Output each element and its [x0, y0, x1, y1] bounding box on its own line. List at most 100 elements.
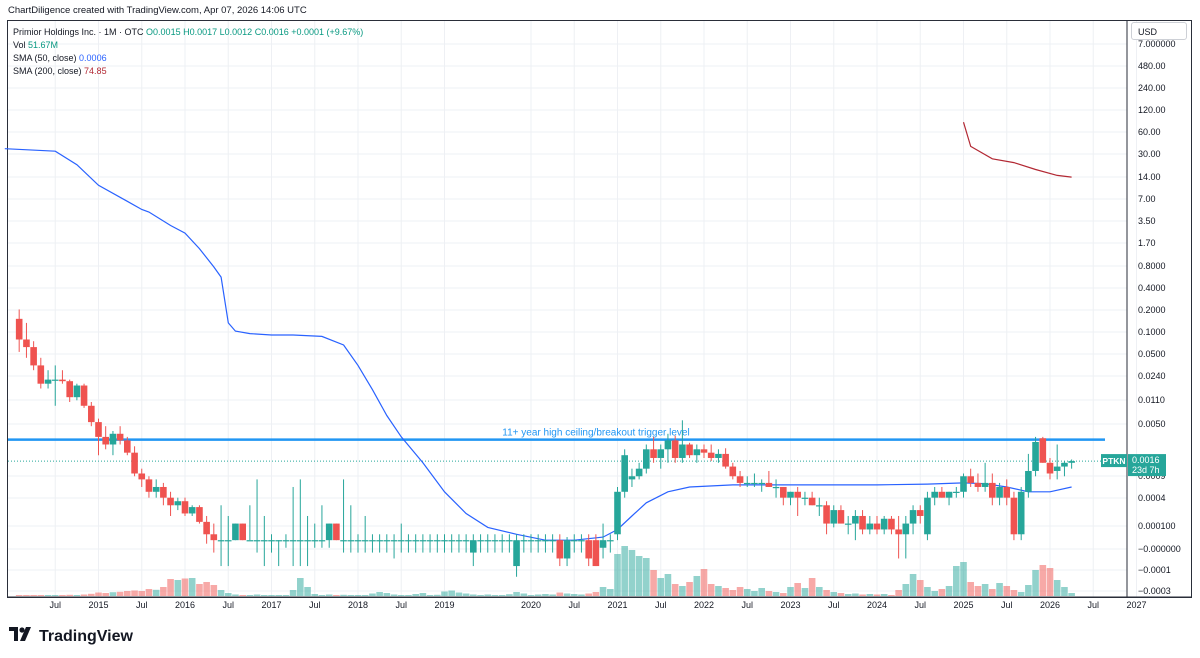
candle: [924, 491, 931, 541]
volume-bar: [751, 591, 758, 596]
volume-bar: [974, 586, 982, 596]
candle-body: [131, 452, 138, 474]
candle-body: [124, 440, 131, 453]
candle: [498, 534, 506, 553]
candle: [880, 515, 888, 535]
candle-body: [1032, 441, 1039, 471]
candle: [650, 436, 657, 463]
candle: [816, 497, 823, 516]
candle-body: [621, 455, 628, 492]
y-tick-label: 0.0110: [1138, 395, 1165, 405]
candle-body: [650, 449, 657, 458]
volume-bar: [527, 595, 535, 596]
candle: [621, 449, 628, 498]
candle: [138, 468, 146, 487]
volume-bar: [188, 578, 196, 596]
candle-body: [289, 540, 297, 542]
candle: [383, 534, 391, 553]
candle-body: [635, 468, 643, 477]
candle: [318, 505, 326, 548]
candle: [808, 491, 816, 506]
volume-bar: [297, 578, 304, 596]
volume-bar: [1039, 565, 1047, 596]
candle: [174, 497, 182, 511]
volume-bar: [15, 595, 23, 596]
candle-body: [549, 540, 556, 542]
candle: [542, 534, 549, 553]
candle-body: [160, 486, 167, 498]
volume-bar: [455, 592, 463, 596]
candle: [441, 534, 448, 553]
candle: [361, 515, 369, 553]
volume-bar: [88, 593, 95, 596]
candle-body: [859, 515, 866, 530]
candle: [66, 379, 73, 402]
sma200-row[interactable]: SMA (200, close) 74.85: [13, 65, 363, 78]
symbol-name[interactable]: Primior Holdings Inc. · 1M · OTC: [13, 27, 144, 37]
y-tick-label: −0.0001: [1138, 565, 1171, 575]
candle: [124, 436, 131, 456]
candle-body: [37, 365, 45, 384]
candle-body: [15, 318, 23, 340]
x-tick-label: Jul: [655, 600, 667, 610]
candle-body: [895, 529, 902, 535]
volume-label: Vol: [13, 40, 26, 50]
candle: [203, 515, 210, 544]
candle: [1017, 486, 1025, 541]
candle-body: [563, 540, 571, 559]
candle-body: [578, 540, 585, 542]
tradingview-brand[interactable]: TradingView: [9, 627, 133, 646]
candle: [506, 534, 513, 553]
volume-bar: [325, 594, 333, 596]
candle-body: [224, 540, 232, 542]
candle-body: [931, 491, 938, 498]
candle: [729, 462, 737, 480]
candle-body: [59, 379, 66, 382]
y-tick-label: 0.0004: [1138, 493, 1166, 503]
candle-body: [643, 449, 650, 469]
volume-bar: [556, 592, 564, 596]
x-tick-label: 2022: [694, 600, 714, 610]
candle: [534, 534, 542, 553]
volume-bar: [361, 595, 369, 596]
currency-selector[interactable]: USD: [1131, 22, 1187, 40]
y-tick-label: −0.0003: [1138, 586, 1171, 596]
candle-body: [794, 491, 801, 498]
candle-body: [426, 540, 434, 542]
x-tick-label: 2016: [175, 600, 195, 610]
volume-bar: [607, 589, 614, 596]
candle: [873, 515, 881, 535]
x-axis: Jul 2015 Jul 2016 Jul 2017 Jul 2018 Jul 2019 2020 J…: [49, 600, 1146, 610]
volume-bars: [15, 546, 1075, 596]
volume-bar: [138, 591, 146, 596]
volume-bar: [210, 585, 218, 596]
candle-body: [628, 476, 636, 480]
candle: [397, 523, 405, 553]
y-tick-label: 7.00: [1138, 194, 1156, 204]
volume-bar: [275, 595, 282, 596]
candle: [376, 534, 383, 553]
candle-body: [347, 540, 355, 542]
volume-bar: [124, 591, 131, 596]
candle: [1010, 491, 1018, 541]
sma200-line: [962, 122, 1072, 178]
volume-bar: [152, 589, 160, 596]
volume-bar: [405, 595, 412, 596]
candle-body: [1068, 461, 1075, 463]
candle: [253, 479, 261, 553]
candle-body: [419, 540, 427, 542]
volume-bar: [44, 595, 52, 596]
volume-bar: [261, 595, 268, 596]
x-tick-label: Jul: [309, 600, 321, 610]
volume-bar: [585, 593, 592, 596]
volume-bar: [736, 587, 744, 596]
volume-bar: [203, 582, 210, 596]
candle-body: [693, 449, 701, 456]
volume-bar: [787, 587, 794, 596]
volume-bar: [268, 595, 275, 596]
sma50-row[interactable]: SMA (50, close) 0.0006: [13, 52, 363, 65]
candle-body: [88, 405, 95, 423]
volume-bar: [650, 570, 657, 596]
volume-row[interactable]: Vol 51.67M: [13, 39, 363, 52]
